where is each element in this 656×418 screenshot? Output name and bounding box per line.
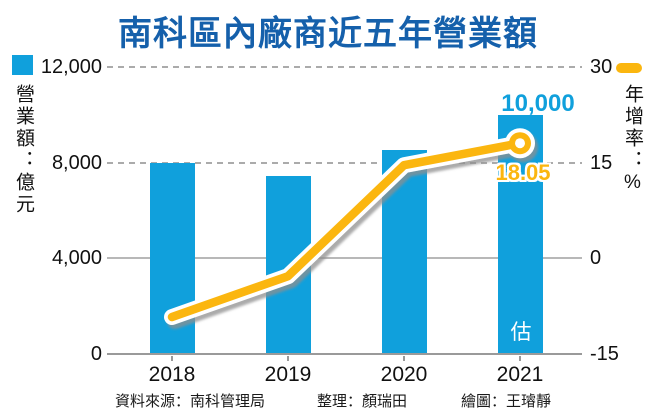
chart-title: 南科區內廠商近五年營業額 (118, 15, 538, 53)
bar-2018 (149, 162, 195, 354)
data-source-credit: 資料來源：南科管理局 (115, 393, 266, 410)
x-axis-tick (519, 356, 521, 361)
x-axis-tick (171, 356, 173, 361)
bar-2020 (381, 149, 427, 354)
y-axis-tick-right: -15 (590, 343, 619, 365)
revenue-legend-swatch (12, 55, 33, 75)
y-axis-tick-right: 15 (590, 151, 613, 174)
x-axis-line (107, 353, 582, 355)
gridline (107, 66, 582, 68)
right-axis-title: 年增率：% (622, 84, 643, 196)
illustrator-credit: 繪圖：王璿靜 (461, 393, 552, 410)
x-axis-label: 2019 (264, 363, 312, 386)
bar-2019 (265, 175, 311, 354)
y-axis-tick-left: 12,000 (40, 56, 102, 78)
x-axis-tick (403, 356, 405, 361)
x-axis-label: 2021 (496, 363, 544, 386)
y-axis-tick-right: 30 (590, 56, 613, 78)
editor-credit: 整理：顏瑞田 (317, 393, 408, 410)
y-axis-tick-left: 4,000 (51, 247, 102, 270)
y-axis-tick-left: 0 (90, 343, 102, 365)
x-axis-tick (287, 356, 289, 361)
y-axis-tick-right: 0 (590, 247, 602, 270)
estimate-label: 估 (510, 321, 532, 344)
x-axis-label: 2018 (148, 363, 196, 386)
bar-value-label: 10,000 (501, 90, 575, 117)
left-axis-title: 營業額：億元 (13, 84, 34, 216)
x-axis-label: 2020 (380, 363, 428, 386)
y-axis-tick-left: 8,000 (51, 151, 102, 174)
line-value-label: 18.05 (495, 160, 551, 185)
growth-legend-swatch (616, 63, 642, 73)
